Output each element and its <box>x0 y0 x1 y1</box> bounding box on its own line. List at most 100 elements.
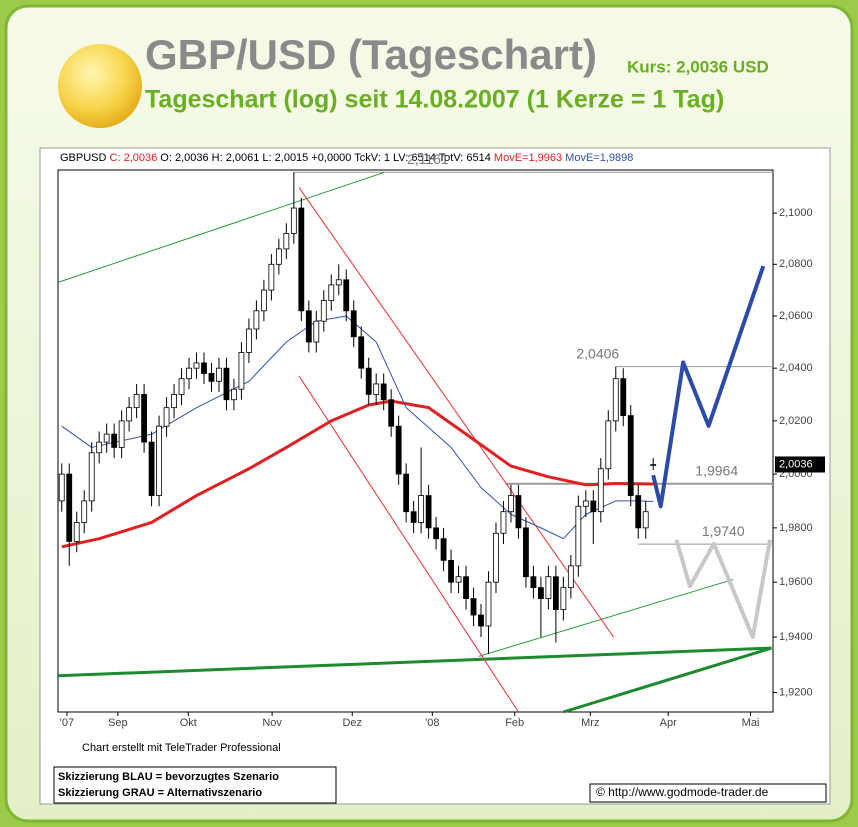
candle-body <box>425 495 432 529</box>
candle-body <box>171 394 177 409</box>
candle-body <box>283 233 290 250</box>
price-tag: 2,0036 <box>779 458 813 470</box>
candle-body <box>328 284 335 301</box>
trend-line <box>298 375 519 713</box>
candle-body <box>275 248 282 265</box>
x-tick-label: Apr <box>660 717 677 729</box>
trend-line <box>57 646 772 678</box>
candle-body <box>148 441 155 496</box>
x-tick-label: Dez <box>342 717 362 729</box>
candle-body <box>567 565 574 589</box>
x-tick-label: '07 <box>60 717 74 729</box>
y-tick-label: 1,9800 <box>779 522 813 534</box>
candle-body <box>582 500 589 507</box>
candle-body <box>455 576 462 583</box>
candle-body <box>597 468 604 513</box>
chart-title: GBP/USD (Tageschart) <box>145 31 597 78</box>
candle-body <box>530 576 537 589</box>
candle-body <box>380 383 387 401</box>
x-tick-label: Nov <box>262 717 282 729</box>
candle-body <box>552 576 559 610</box>
y-tick-label: 2,0600 <box>779 310 813 322</box>
candle-body <box>156 425 162 496</box>
candle-body <box>448 559 454 583</box>
legend-entry: MovE=1,9898 <box>565 152 633 164</box>
candle-body <box>268 263 275 291</box>
note: Skizzierung GRAU = Alternativszenario <box>58 787 262 799</box>
candle-body <box>500 511 507 534</box>
candle-body <box>440 538 447 561</box>
candle-body <box>627 415 634 496</box>
candle-body <box>373 383 380 395</box>
candle-body <box>141 394 147 443</box>
candle-body <box>620 378 627 416</box>
source: © http://www.godmode-trader.de <box>596 785 769 799</box>
scenario-line <box>674 539 772 640</box>
info-close: C: 2,0036 <box>110 152 158 164</box>
candle-body <box>81 500 88 523</box>
y-tick-label: 2,0200 <box>779 415 813 427</box>
candle-body <box>253 310 260 330</box>
y-tick-label: 2,0400 <box>779 362 813 374</box>
candle-body <box>133 394 140 409</box>
candle-body <box>470 598 477 616</box>
candle-body <box>463 576 469 599</box>
candle-body <box>365 367 372 395</box>
note: Skizzierung BLAU = bevorzugtes Szenario <box>58 771 279 783</box>
candle-body <box>178 378 185 395</box>
candle-body <box>88 452 95 502</box>
candle-body <box>186 367 192 380</box>
level-label: 1,9964 <box>695 462 738 478</box>
chart-area <box>39 147 831 805</box>
info: GBPUSD C: 2,0036 O: 2,0036 H: 2,0061 L: … <box>60 152 633 164</box>
candle-body <box>560 587 567 610</box>
candle-body <box>313 320 320 343</box>
candle-body <box>260 289 267 312</box>
candle-body <box>201 362 207 374</box>
level-label: 2,1161 <box>407 151 449 167</box>
candle-body <box>433 527 439 540</box>
price-tag-box <box>775 456 825 473</box>
title-note: Kurs: 2,0036 USD <box>627 57 769 76</box>
candle-body <box>305 310 312 343</box>
footer: Chart erstellt mit TeleTrader Profession… <box>82 742 281 754</box>
candle-body <box>246 328 252 353</box>
y-tick-label: 1,9400 <box>779 631 813 643</box>
y-tick-label: 2,0800 <box>779 258 813 270</box>
level-label: 2,0406 <box>576 345 619 361</box>
y-tick-label: 1,9600 <box>779 576 813 588</box>
source-box <box>589 783 827 803</box>
y-tick-label: 1,9200 <box>779 686 813 698</box>
candle-body <box>208 373 215 382</box>
candle-body <box>231 388 237 401</box>
notes-box <box>53 766 337 804</box>
y-tick-label: 2,1000 <box>779 207 813 219</box>
candle-body <box>118 420 125 448</box>
candle-body <box>388 399 395 427</box>
candle-body <box>96 441 103 454</box>
candle-body <box>111 433 118 448</box>
trend-line <box>562 646 772 714</box>
orb <box>58 44 142 128</box>
candle-body <box>238 352 245 390</box>
candle-body <box>635 495 642 529</box>
candle-body <box>650 464 657 466</box>
x-tick-label: '08 <box>425 717 439 729</box>
candle-body <box>193 362 200 369</box>
x-tick-label: Okt <box>180 717 197 729</box>
candle-body <box>612 378 619 422</box>
candle-body <box>478 614 484 627</box>
candle-body <box>290 207 297 234</box>
candle-body <box>216 367 222 382</box>
candle-body <box>493 532 499 583</box>
candle-body <box>163 407 170 427</box>
candle-body <box>605 420 612 470</box>
candle-body <box>66 473 73 542</box>
candle-body <box>395 425 402 475</box>
info-symbol: GBPUSD <box>60 152 107 164</box>
candle-body <box>103 433 110 443</box>
candle-body <box>358 336 365 369</box>
x-tick-label: Feb <box>505 717 524 729</box>
